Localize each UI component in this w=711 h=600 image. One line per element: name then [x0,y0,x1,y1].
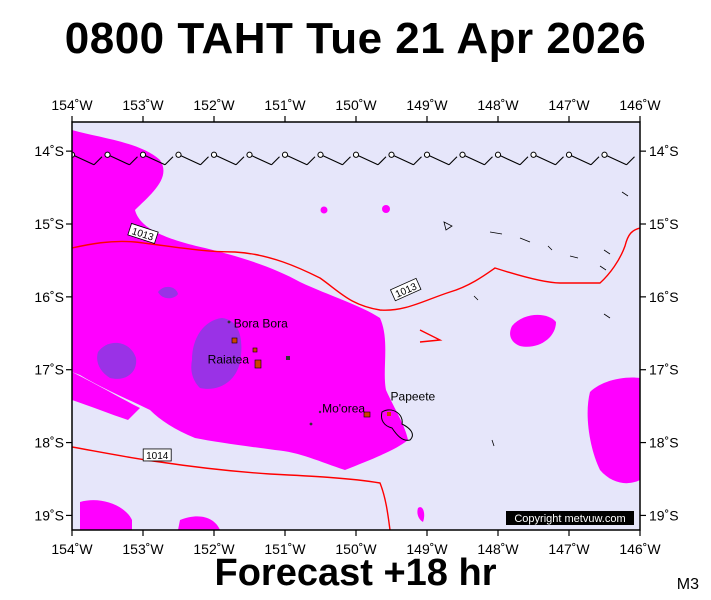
copyright-text: Copyright metvuw.com [514,513,625,525]
lon-tick-label-bottom: 146˚W [619,541,661,557]
lat-tick-label-right: 17˚S [649,362,679,378]
lon-tick-label-bottom: 148˚W [477,541,519,557]
lon-tick-label-top: 146˚W [619,97,661,113]
forecast-label: Forecast +18 hr [214,552,497,594]
isobar-label: 1014 [142,448,172,462]
precipitation-heavy [97,286,242,389]
wind-barb [281,151,316,166]
lat-tick-label-left: 17˚S [34,362,64,378]
wind-barb [317,151,351,166]
place-label: Papeete [391,389,436,403]
lat-tick-label-right: 15˚S [649,216,679,232]
svg-text:1014: 1014 [146,451,169,462]
island-huahine [286,356,290,360]
place-label: Mo'orea [322,401,365,415]
chart-title: 0800 TAHT Tue 21 Apr 2026 [64,14,647,63]
wind-barb [530,151,564,166]
lon-tick-label-top: 149˚W [406,97,448,113]
lat-tick-label-right: 18˚S [649,435,679,451]
place-label: Bora Bora [234,316,288,330]
lon-tick-label-top: 153˚W [122,97,164,113]
wind-barb [139,151,174,166]
lat-tick-label-right: 16˚S [649,289,679,305]
lon-tick-label-top: 150˚W [335,97,377,113]
lon-tick-label-top: 152˚W [193,97,235,113]
lon-tick-label-bottom: 147˚W [548,541,590,557]
wind-barb [423,151,458,166]
model-label: M3 [676,576,699,593]
lon-tick-label-bottom: 150˚W [335,541,377,557]
island-tahiti-dot [387,412,391,416]
wind-barb [104,151,138,166]
lat-tick-label-left: 18˚S [34,435,64,451]
wind-barb [352,151,387,166]
precipitation-light [72,130,640,530]
lon-tick-label-bottom: 152˚W [193,541,235,557]
lat-tick-label-left: 15˚S [34,216,64,232]
lat-tick-label-left: 14˚S [34,143,64,159]
island-raiatea [254,359,262,369]
lon-tick-label-bottom: 154˚W [51,541,93,557]
island-bora-bora [231,337,238,344]
lon-tick-label-top: 147˚W [548,97,590,113]
island-moorea [363,411,371,418]
islands [227,191,629,447]
wind-barb [459,151,493,166]
lat-tick-label-left: 19˚S [34,507,64,523]
lon-tick-label-bottom: 149˚W [406,541,448,557]
copyright-box [506,511,634,525]
isobar-lines [72,227,640,530]
place-label: Raiatea [208,352,250,366]
place-labels: Bora Bora Raiatea Mo'orea Papeete [208,316,436,415]
lon-tick-label-top: 151˚W [264,97,306,113]
axis-ticks: 154˚W 154˚W 153˚W 153˚W 152˚W 152˚W 151˚W 151˚W… [34,97,678,557]
lon-tick-label-bottom: 153˚W [122,541,164,557]
wind-barbs [72,151,635,166]
lat-tick-label-left: 16˚S [34,289,64,305]
lat-tick-label-right: 19˚S [649,507,679,523]
lat-tick-label-right: 14˚S [649,143,679,159]
island-tahaa [252,347,258,353]
wind-barb [175,151,209,166]
wind-barb [388,151,422,166]
lon-tick-label-top: 154˚W [51,97,93,113]
wind-barb [210,151,245,166]
lon-tick-label-top: 148˚W [477,97,519,113]
wind-barb [494,151,529,166]
wind-barb [565,151,600,166]
lon-tick-label-bottom: 151˚W [264,541,306,557]
wind-barb [601,151,635,166]
island-tahiti [381,409,413,441]
wind-barb [246,151,280,166]
